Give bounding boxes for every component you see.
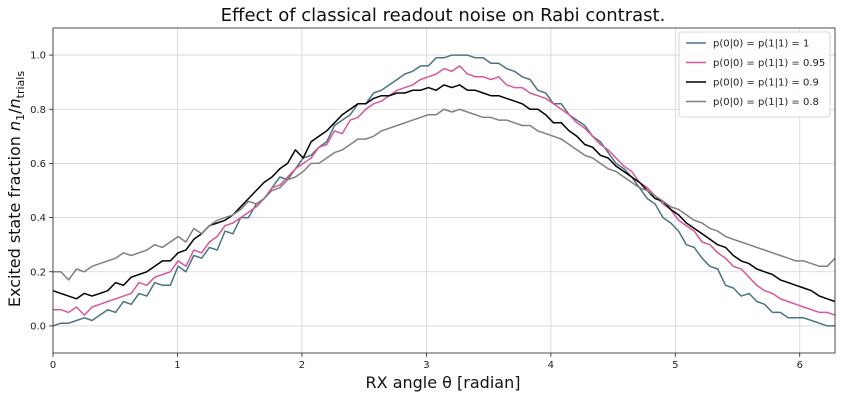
legend-label-4: p(0|0) = p(1|1) = 0.8	[713, 97, 819, 108]
series-line-2	[53, 65, 836, 316]
series-line-1	[52, 54, 835, 327]
y-axis-ticks: 0.0 0.2 0.4 0.6 0.8 1.0	[30, 51, 53, 332]
series-line-4	[53, 108, 836, 281]
y-tick-label: 0.8	[30, 105, 46, 116]
y-axis-label: Excited state fraction n1/ntrials	[5, 71, 27, 307]
x-tick-label: 2	[299, 360, 305, 371]
series-layer	[52, 54, 836, 327]
legend: p(0|0) = p(1|1) = 1 p(0|0) = p(1|1) = 0.9…	[678, 31, 831, 118]
y-tick-label: 0.2	[30, 267, 46, 278]
y-tick-label: 0.0	[30, 321, 46, 332]
legend-label-1: p(0|0) = p(1|1) = 1	[713, 39, 809, 50]
y-tick-label: 0.4	[30, 213, 46, 224]
legend-box	[678, 31, 831, 118]
x-axis-ticks: 0 1 2 3 4 5 6	[50, 353, 803, 371]
y-axis-label-n2: n	[5, 98, 24, 108]
y-axis-label-slash: /	[5, 108, 24, 114]
x-tick-label: 3	[423, 360, 429, 371]
x-tick-label: 5	[672, 360, 678, 371]
legend-label-2: p(0|0) = p(1|1) = 0.95	[713, 58, 825, 69]
y-axis-label-sub1: 1	[14, 114, 27, 121]
x-tick-label: 4	[548, 360, 554, 371]
plot-frame	[52, 27, 836, 354]
y-axis-label-sub2: trials	[14, 71, 27, 99]
x-tick-label: 6	[797, 360, 803, 371]
legend-label-3: p(0|0) = p(1|1) = 0.9	[713, 78, 819, 89]
x-tick-label: 1	[174, 360, 180, 371]
y-tick-label: 1.0	[30, 51, 46, 62]
x-axis-label: RX angle θ [radian]	[366, 373, 521, 392]
chart-title: Effect of classical readout noise on Rab…	[221, 5, 666, 26]
series-line-3	[52, 84, 836, 303]
y-axis-label-text: Excited state fraction	[5, 131, 24, 307]
y-axis-label-n1: n	[5, 121, 24, 131]
y-tick-label: 0.6	[30, 159, 46, 170]
x-tick-label: 0	[50, 360, 56, 371]
